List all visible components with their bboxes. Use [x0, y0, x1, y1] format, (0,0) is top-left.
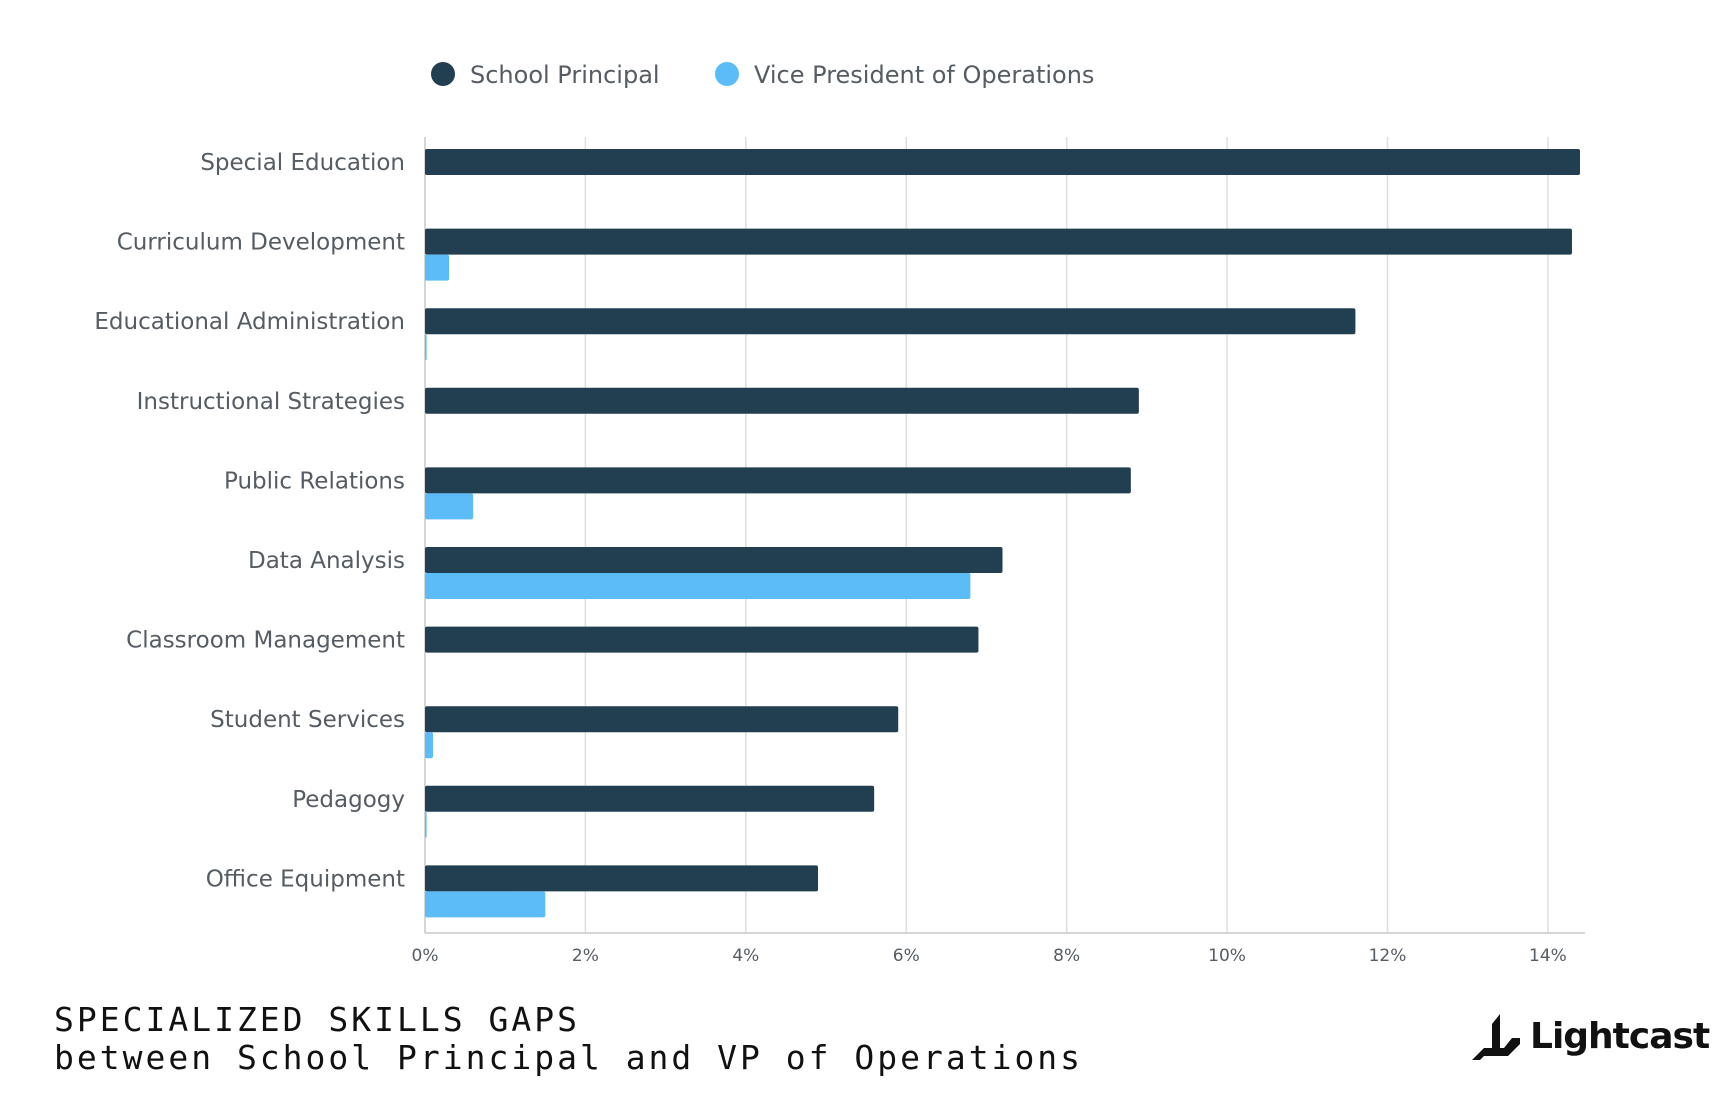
bar-school-principal [425, 228, 1572, 255]
chart-caption-title: SPECIALIZED SKILLS GAPS [54, 1000, 580, 1039]
bar-vp-operations [425, 254, 450, 281]
bar-vp-operations [425, 573, 971, 599]
chart-category-axis: Special Education Curriculum Development E… [94, 150, 405, 892]
x-tick-label: 0% [412, 946, 439, 966]
chart-value-axis: 0% 2% 4% 6% 8% 10% 12% 14% [412, 932, 1585, 966]
bar-school-principal [425, 308, 1356, 335]
bar-school-principal [425, 865, 819, 892]
bar-vp-operations [425, 811, 427, 838]
bar-school-principal [425, 387, 1139, 414]
x-tick-label: 8% [1053, 946, 1080, 966]
category-label: Office Equipment [206, 866, 405, 892]
bar-school-principal [425, 547, 1003, 573]
legend-swatch [715, 62, 739, 86]
chart-gridlines [424, 137, 1549, 933]
category-label: Student Services [210, 707, 405, 733]
bar-vp-operations [425, 493, 474, 520]
category-label: Data Analysis [248, 548, 405, 574]
category-label: Curriculum Development [117, 230, 405, 256]
category-label: Educational Administration [94, 309, 405, 335]
bar-school-principal [425, 626, 979, 653]
x-tick-label: 14% [1529, 946, 1567, 966]
bar-vp-operations [425, 334, 427, 361]
skills-gap-chart: Special Education Curriculum Development E… [94, 61, 1585, 966]
category-label: Classroom Management [126, 628, 405, 654]
bar-vp-operations [425, 732, 434, 759]
legend-label: Vice President of Operations [754, 61, 1094, 89]
chart-legend: School Principal Vice President of Operat… [431, 61, 1094, 89]
category-label: Instructional Strategies [137, 389, 405, 415]
lightcast-logo-icon [1472, 1014, 1520, 1060]
category-label: Special Education [200, 150, 405, 176]
x-tick-label: 12% [1369, 946, 1407, 966]
x-tick-label: 10% [1208, 946, 1246, 966]
x-tick-label: 4% [732, 946, 759, 966]
bar-school-principal [425, 785, 875, 812]
bar-school-principal [425, 706, 899, 733]
x-tick-label: 2% [572, 946, 599, 966]
x-tick-label: 6% [893, 946, 920, 966]
legend-swatch [431, 62, 455, 86]
bar-school-principal [425, 149, 1580, 175]
legend-label: School Principal [470, 61, 660, 89]
chart-caption-subtitle: between School Principal and VP of Opera… [54, 1038, 1084, 1077]
category-label: Public Relations [224, 468, 405, 494]
brand-logo: Lightcast [1470, 1010, 1710, 1062]
category-label: Pedagogy [292, 787, 405, 813]
chart-bars [425, 149, 1580, 918]
bar-school-principal [425, 467, 1131, 494]
bar-vp-operations [425, 891, 546, 918]
brand-name: Lightcast [1530, 1015, 1710, 1057]
